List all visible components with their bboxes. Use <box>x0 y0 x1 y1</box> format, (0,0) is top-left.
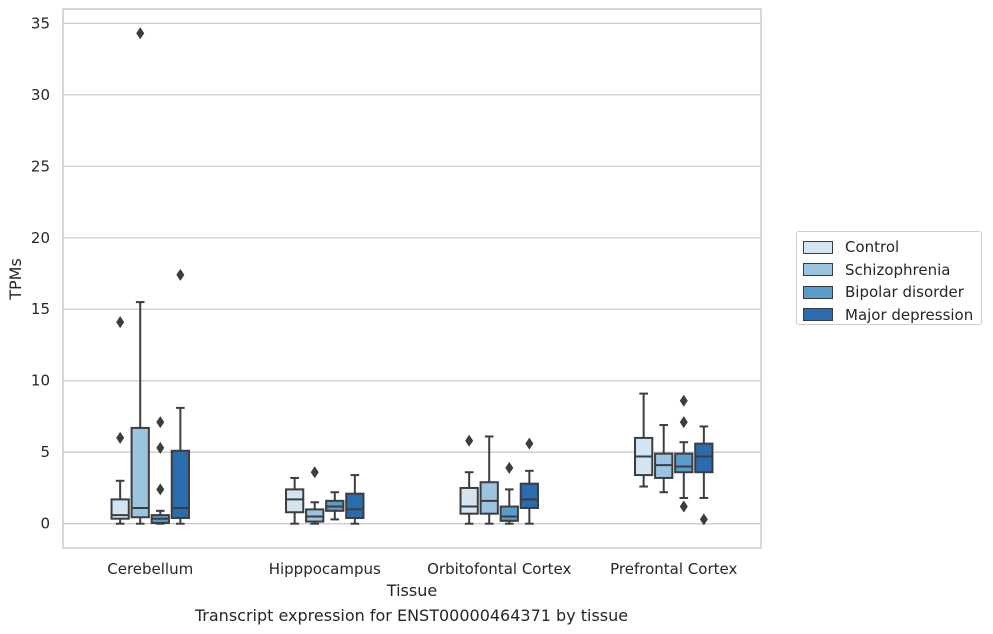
box-0-2 <box>150 416 170 525</box>
y-tick-label: 0 <box>40 515 50 533</box>
x-axis-label: Tissue <box>386 581 437 600</box>
outlier-point <box>156 441 165 454</box>
box-3-2 <box>674 394 694 513</box>
outlier-point <box>310 466 319 479</box>
legend-item-bipolar-disorder: Bipolar disorder <box>803 281 981 304</box>
legend-label-control: Control <box>845 238 900 257</box>
legend-swatch-schizophrenia <box>803 263 833 277</box>
legend-item-schizophrenia: Schizophrenia <box>803 259 981 282</box>
y-tick-label: 25 <box>31 157 50 175</box>
box-2-1 <box>479 435 499 525</box>
plot-frame <box>62 8 762 549</box>
outlier-point <box>679 416 688 429</box>
outlier-point <box>679 500 688 513</box>
chart-caption: Transcript expression for ENST0000046437… <box>194 606 629 625</box>
box-2-2 <box>499 461 519 525</box>
box-body <box>285 488 305 514</box>
legend-swatch-bipolar-disorder <box>803 285 833 299</box>
legend-label-major-depression: Major depression <box>845 305 974 324</box>
x-tick-label: Cerebellum <box>107 560 193 578</box>
outlier-point <box>699 513 708 526</box>
legend-swatch-major-depression <box>803 308 833 322</box>
y-tick-label: 15 <box>31 300 50 318</box>
outlier-point <box>116 431 125 444</box>
axes: 0 5 10 15 20 25 30 35 Cerebellum Hipppocampus Orbi… <box>31 8 762 578</box>
y-tick-label: 20 <box>31 229 50 247</box>
legend-item-control: Control <box>803 236 981 259</box>
outlier-point <box>525 437 534 450</box>
outlier-point <box>156 416 165 429</box>
box-2-3 <box>519 437 539 525</box>
box-body <box>519 482 539 509</box>
box-1-2 <box>325 491 345 521</box>
y-tick-label: 35 <box>31 14 50 32</box>
box-1-0 <box>285 476 305 525</box>
box-2-0 <box>459 434 479 525</box>
legend-item-major-depression: Major depression <box>803 304 981 327</box>
y-tick-label: 5 <box>40 443 50 461</box>
y-tick-label: 30 <box>31 86 50 104</box>
box-3-3 <box>694 425 714 526</box>
outlier-point <box>679 394 688 407</box>
x-tick-label: Hipppocampus <box>269 560 381 578</box>
box-1-1 <box>305 466 325 525</box>
box-body <box>110 498 130 520</box>
outlier-point <box>176 268 185 281</box>
x-tick-label: Prefrontal Cortex <box>610 560 737 578</box>
legend-label-bipolar-disorder: Bipolar disorder <box>845 283 964 302</box>
box-3-0 <box>634 392 654 488</box>
box-0-1 <box>130 27 150 525</box>
box-body <box>305 508 325 523</box>
outlier-point <box>156 483 165 496</box>
box-body <box>499 505 519 522</box>
y-tick-label: 10 <box>31 372 50 390</box>
box-1-3 <box>345 474 365 525</box>
box-body <box>345 492 365 519</box>
x-tick-label: Orbitofontal Cortex <box>427 560 571 578</box>
box-body <box>694 442 714 474</box>
legend-swatch-control <box>803 240 833 254</box>
legend: Control Schizophrenia Bipolar disorder M… <box>796 231 982 325</box>
gridlines <box>63 22 761 525</box>
y-axis-label: TPMs <box>6 258 25 301</box>
box-body <box>130 426 150 519</box>
box-body <box>479 481 499 515</box>
box-0-3 <box>170 268 190 525</box>
box-body <box>674 452 694 474</box>
box-body <box>459 486 479 515</box>
outlier-point <box>136 27 145 40</box>
box-series <box>110 27 714 526</box>
box-3-1 <box>654 424 674 494</box>
box-body <box>170 449 190 519</box>
box-0-0 <box>110 316 130 525</box>
legend-label-schizophrenia: Schizophrenia <box>845 260 951 279</box>
outlier-point <box>116 316 125 329</box>
outlier-point <box>465 434 474 447</box>
outlier-point <box>505 461 514 474</box>
